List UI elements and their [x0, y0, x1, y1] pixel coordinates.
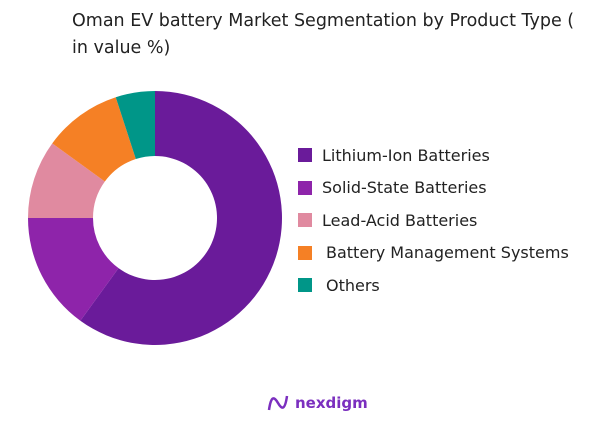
legend-item: Lead-Acid Batteries — [298, 204, 569, 237]
chart-title: Oman EV battery Market Segmentation by P… — [72, 11, 575, 58]
legend-label: Lead-Acid Batteries — [322, 210, 478, 230]
legend-swatch — [298, 180, 312, 195]
legend-label: Battery Management Systems — [326, 243, 569, 263]
legend-label: Others — [326, 275, 380, 295]
slice-lithium-ion-batteries — [80, 90, 283, 345]
legend-item: Solid-State Batteries — [298, 172, 569, 205]
slice-others — [115, 91, 155, 160]
legend-swatch — [298, 245, 312, 260]
legend-label: Solid-State Batteries — [322, 178, 487, 198]
slice-lead-acid-batteries — [28, 143, 105, 218]
legend-item: Lithium-Ion Batteries — [298, 139, 569, 172]
slice-battery-management-systems — [52, 97, 136, 182]
logo-text: nexdigm — [295, 394, 368, 412]
nexdigm-logo: nexdigm — [266, 392, 368, 414]
legend-item: Others — [298, 269, 569, 302]
legend-swatch — [298, 213, 312, 228]
logo-icon — [267, 395, 289, 411]
legend-item: Battery Management Systems — [298, 237, 569, 270]
legend-swatch — [298, 148, 312, 163]
legend: Lithium-Ion Batteries Solid-State Batteri… — [298, 139, 569, 302]
legend-swatch — [298, 278, 312, 293]
legend-label: Lithium-Ion Batteries — [322, 145, 490, 165]
slice-solid-state-batteries — [28, 218, 119, 321]
